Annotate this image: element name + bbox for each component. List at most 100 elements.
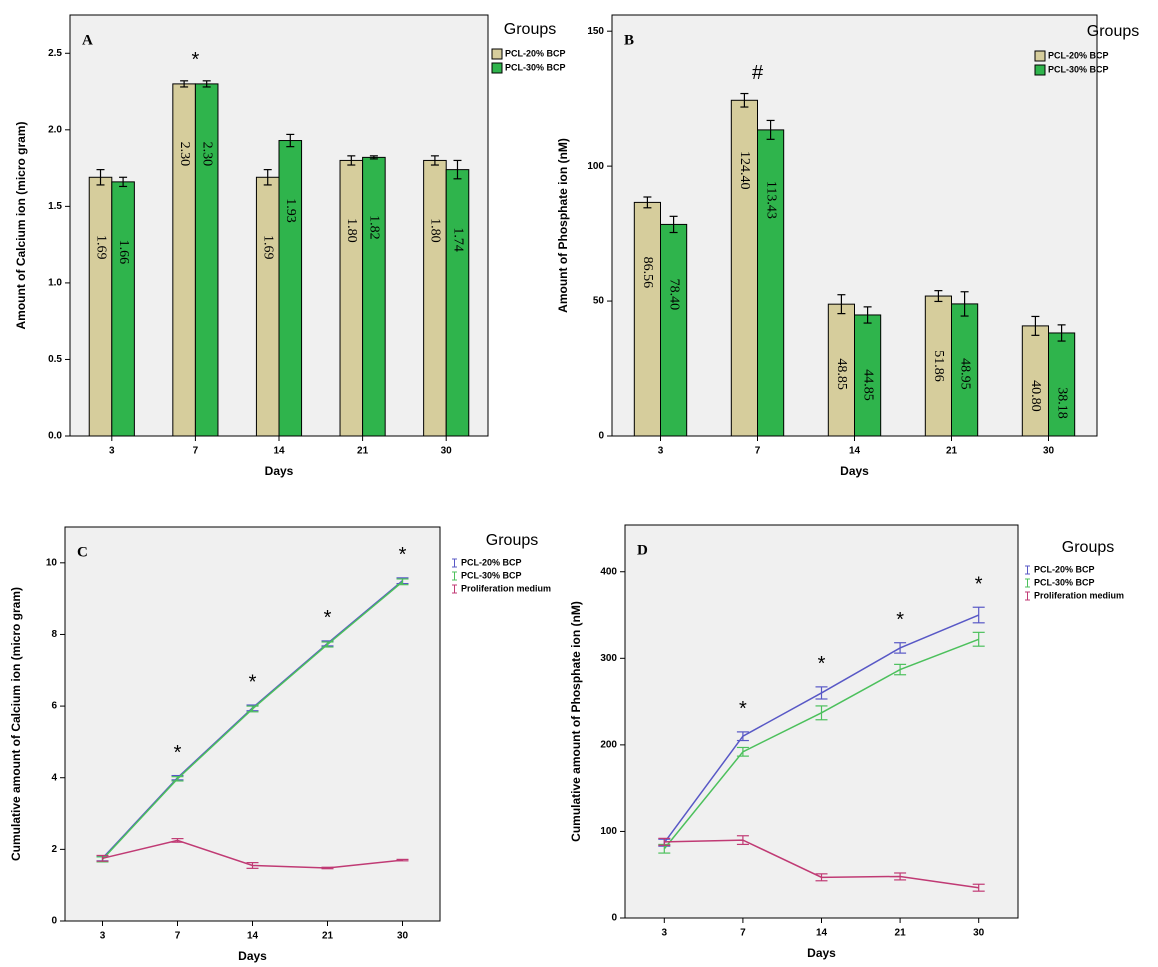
y-axis-title: Amount of Calcium ion (micro gram) (14, 121, 28, 329)
legend-title: Groups (1062, 539, 1114, 556)
y-tick-label: 0.5 (48, 354, 62, 365)
x-tick-label: 21 (946, 446, 958, 457)
bar (194, 83, 219, 437)
y-axis-title: Cumulative amount of Phosphate ion (nM) (569, 601, 583, 842)
y-tick-label: 2.0 (48, 124, 62, 135)
error-bar (96, 854, 109, 862)
y-tick-label: 0 (611, 913, 617, 924)
error-bar (171, 838, 184, 843)
significance-marker: * (174, 742, 182, 764)
error-bar (815, 705, 828, 721)
panel-label: D (637, 542, 648, 558)
y-tick-label: 8 (51, 629, 57, 640)
x-axis-title: Days (840, 464, 869, 478)
legend-glyph (452, 571, 457, 581)
legend-swatch (491, 48, 503, 60)
bar (88, 176, 113, 437)
y-tick-label: 2.5 (48, 48, 62, 59)
x-tick-label: 7 (193, 446, 199, 457)
legend-label: PCL-30% BCP (1034, 577, 1095, 587)
legend-glyph (1025, 565, 1030, 575)
bar (730, 99, 758, 437)
bar (362, 156, 386, 437)
legend-label: PCL-20% BCP (461, 557, 522, 567)
significance-marker: * (975, 574, 983, 596)
legend-label: PCL-20% BCP (1048, 50, 1109, 60)
value-label: 1.82 (367, 215, 382, 240)
bar (445, 169, 470, 437)
error-bar (180, 80, 189, 88)
error-bar (736, 835, 749, 846)
bar (924, 295, 952, 437)
significance-marker: * (739, 698, 747, 720)
legend-label: Proliferation medium (1034, 590, 1124, 600)
error-bar (119, 176, 128, 188)
x-axis-title: Days (265, 464, 294, 478)
panel-label: B (624, 32, 634, 48)
error-bar (396, 578, 409, 586)
legend-label: PCL-20% BCP (1034, 564, 1095, 574)
y-tick-label: 1.0 (48, 278, 62, 289)
x-tick-label: 3 (100, 931, 106, 942)
error-bar (669, 215, 678, 234)
error-bar (430, 155, 439, 166)
legend-glyph (1025, 578, 1030, 588)
value-label: 1.93 (283, 198, 298, 223)
error-bar (894, 663, 907, 676)
legend-title: Groups (504, 21, 556, 38)
error-bar (171, 776, 184, 782)
x-tick-label: 14 (273, 446, 285, 457)
y-axis-title: Amount of Phosphate ion (nM) (556, 138, 570, 313)
error-bar (815, 873, 828, 882)
value-label: 1.69 (260, 235, 275, 260)
x-tick-label: 3 (109, 446, 115, 457)
error-bar (263, 169, 272, 186)
legend-label: PCL-30% BCP (461, 570, 522, 580)
error-bar (1031, 315, 1040, 336)
value-label: 51.86 (931, 350, 946, 382)
value-label: 1.74 (450, 227, 465, 252)
error-bar (863, 306, 872, 324)
error-bar (740, 92, 749, 108)
legend-label: PCL-30% BCP (505, 62, 566, 72)
bar (339, 159, 364, 437)
x-tick-label: 30 (1043, 446, 1055, 457)
x-tick-label: 7 (755, 446, 761, 457)
x-tick-label: 14 (247, 931, 259, 942)
value-label: 40.80 (1028, 380, 1043, 412)
error-bar (286, 133, 295, 148)
bar (423, 159, 447, 437)
y-tick-label: 0.0 (48, 431, 62, 442)
value-label: 1.66 (116, 240, 131, 264)
plot-area (64, 526, 441, 922)
error-bar (321, 641, 334, 648)
x-axis-title: Days (238, 949, 267, 963)
error-bar (453, 159, 462, 180)
legend-label: PCL-30% BCP (1048, 64, 1109, 74)
panel-label: A (82, 32, 93, 48)
y-tick-label: 50 (593, 296, 605, 307)
legend-glyph (1025, 591, 1030, 601)
y-tick-label: 150 (587, 26, 604, 37)
legend-label: PCL-20% BCP (505, 48, 566, 58)
error-bar (894, 642, 907, 654)
error-bar (96, 169, 105, 186)
legend-glyph (452, 584, 457, 594)
legend-swatch (1034, 50, 1046, 62)
error-bar (396, 858, 409, 862)
value-label: 38.18 (1054, 387, 1069, 419)
bar (854, 314, 882, 437)
legend-label: Proliferation medium (461, 583, 551, 593)
significance-marker: * (249, 671, 257, 693)
bar (1048, 332, 1076, 437)
significance-marker: * (818, 653, 826, 675)
significance-marker: * (192, 49, 200, 71)
error-bar (1057, 324, 1066, 342)
error-bar (972, 883, 985, 892)
legend-swatch (491, 62, 503, 74)
x-tick-label: 21 (322, 931, 334, 942)
error-bar (815, 686, 828, 700)
x-tick-label: 14 (816, 928, 828, 939)
y-tick-label: 0 (51, 916, 57, 927)
